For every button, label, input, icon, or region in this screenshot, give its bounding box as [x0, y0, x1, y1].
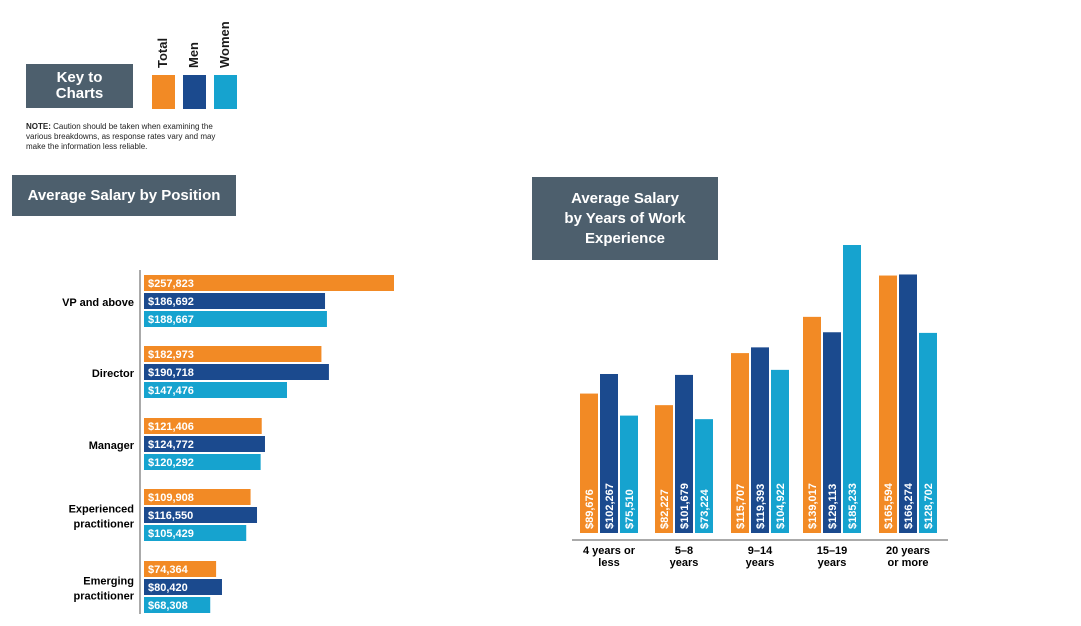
- bar-label: $89,676: [584, 489, 596, 529]
- bar-total-9-14-years: [731, 353, 749, 533]
- bar-label: $129,113: [827, 484, 839, 529]
- legend-swatch-women: [214, 75, 237, 109]
- bar-label: $104,922: [775, 483, 787, 529]
- category-label: less: [598, 557, 619, 569]
- bar-label: $68,308: [148, 600, 188, 612]
- note-label: NOTE:: [26, 122, 51, 131]
- bar-total-15-19-years: [803, 316, 821, 533]
- bar-label: $185,233: [847, 483, 859, 529]
- bar-label: $75,510: [624, 489, 636, 529]
- bar-label: $102,267: [604, 483, 616, 529]
- bar-label: $120,292: [148, 457, 194, 469]
- category-label: years: [746, 557, 775, 569]
- bar-men-9-14-years: [751, 347, 769, 533]
- category-label: practitioner: [73, 519, 134, 531]
- legend-swatch-total: [152, 75, 175, 109]
- bar-label: $147,476: [148, 385, 194, 397]
- bar-total-manager: [144, 418, 262, 434]
- note: NOTE: Caution should be taken when exami…: [26, 122, 236, 152]
- bar-label: $128,702: [923, 483, 935, 529]
- bar-label: $165,594: [883, 482, 895, 529]
- bar-label: $257,823: [148, 278, 194, 290]
- bar-total-20-years-or-more: [879, 275, 897, 533]
- bar-women-5-8-years: [695, 419, 713, 533]
- bar-total-experienced-practitioner: [144, 489, 251, 505]
- bar-label: $74,364: [148, 564, 189, 576]
- bar-label: $186,692: [148, 296, 194, 308]
- category-label: 4 years or: [583, 545, 636, 557]
- bar-women-director: [144, 382, 288, 398]
- category-label: 9–14: [748, 545, 773, 557]
- category-label: Experienced: [69, 504, 134, 516]
- bar-women-experienced-practitioner: [144, 525, 247, 541]
- chart-title-experience: Average Salary by Years of Work Experien…: [532, 177, 718, 260]
- category-label: 5–8: [675, 545, 693, 557]
- bar-men-emerging-practitioner: [144, 579, 222, 595]
- key-title: Key to Charts: [26, 64, 133, 108]
- bar-men-vp-and-above: [144, 293, 326, 309]
- bar-label: $73,224: [699, 488, 711, 529]
- bar-men-director: [144, 364, 329, 380]
- bar-total-director: [144, 346, 322, 362]
- bar-label: $105,429: [148, 528, 194, 540]
- bar-label: $121,406: [148, 421, 194, 433]
- legend-swatch-men: [183, 75, 206, 109]
- bar-men-20-years-or-more: [899, 274, 917, 533]
- category-label: years: [818, 557, 847, 569]
- bar-label: $101,679: [679, 483, 691, 529]
- bar-women-vp-and-above: [144, 311, 327, 327]
- bar-women-20-years-or-more: [919, 332, 937, 533]
- bar-men-4-years-or-less: [600, 373, 618, 533]
- bar-label: $82,227: [659, 489, 671, 529]
- category-label: VP and above: [62, 297, 134, 309]
- bar-label: $119,393: [755, 484, 767, 529]
- bar-label: $182,973: [148, 349, 194, 361]
- bar-women-manager: [144, 454, 261, 470]
- category-label: Director: [92, 368, 135, 380]
- bar-women-4-years-or-less: [620, 415, 638, 533]
- category-label: years: [670, 557, 699, 569]
- bar-total-5-8-years: [655, 405, 673, 533]
- bar-total-vp-and-above: [144, 275, 394, 291]
- bar-label: $116,550: [148, 510, 193, 522]
- category-label: 15–19: [817, 545, 848, 557]
- bar-women-emerging-practitioner: [144, 597, 211, 613]
- chart-title-position: Average Salary by Position: [12, 175, 236, 216]
- category-label: 20 years: [886, 545, 930, 557]
- bar-label: $115,707: [735, 484, 747, 529]
- bar-label: $190,718: [148, 367, 194, 379]
- bar-total-4-years-or-less: [580, 393, 598, 533]
- bar-label: $188,667: [148, 314, 194, 326]
- bar-total-emerging-practitioner: [144, 561, 217, 577]
- category-label: or more: [888, 557, 929, 569]
- bar-men-15-19-years: [823, 332, 841, 533]
- bar-label: $109,908: [148, 492, 194, 504]
- bar-men-5-8-years: [675, 374, 693, 533]
- bar-label: $166,274: [903, 482, 915, 529]
- bar-women-15-19-years: [843, 245, 861, 533]
- bar-label: $80,420: [148, 582, 188, 594]
- note-text: Caution should be taken when examining t…: [26, 122, 216, 151]
- bar-label: $139,017: [807, 483, 819, 529]
- category-label: Manager: [89, 440, 135, 452]
- bar-women-9-14-years: [771, 369, 789, 533]
- bar-men-experienced-practitioner: [144, 507, 258, 523]
- category-label: practitioner: [73, 591, 134, 603]
- category-label: Emerging: [83, 576, 134, 588]
- bar-men-manager: [144, 436, 265, 452]
- bar-label: $124,772: [148, 439, 194, 451]
